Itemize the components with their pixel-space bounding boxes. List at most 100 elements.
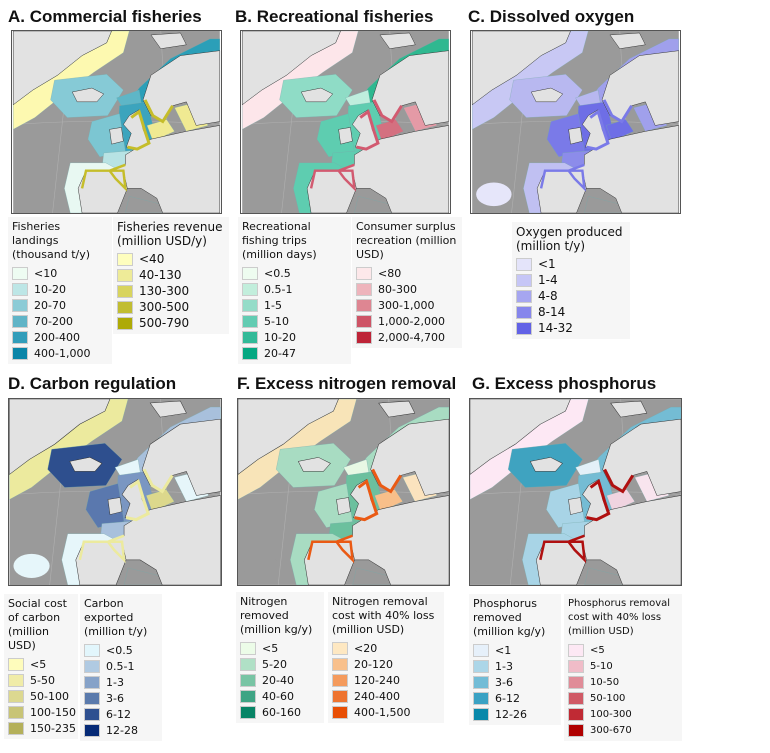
legend-item: <0.5	[84, 642, 158, 658]
legend-item: 1-3	[84, 674, 158, 690]
legend-oxygen-produced: Oxygen produced (million t/y) <1 1-4 4-8 8-1…	[512, 222, 630, 339]
land-7	[107, 497, 123, 515]
legend-carbon-exported: Carbon exported (million t/y) <0.5 0.5-1 1-…	[80, 594, 162, 741]
legend-item: 200-400	[12, 329, 108, 345]
legend-item: 20-47	[242, 345, 347, 361]
coastal-zone-norway	[142, 468, 174, 494]
legend-label: 40-130	[139, 268, 182, 282]
map-recreational-fisheries	[240, 30, 451, 214]
legend-item: 8-14	[516, 304, 626, 320]
legend-fisheries-revenue: Fisheries revenue (million USD/y) <40 40-1…	[113, 217, 229, 334]
legend-item: 70-200	[12, 313, 108, 329]
legend-swatch	[473, 691, 489, 705]
map-commercial-fisheries	[11, 30, 222, 214]
map-nitrogen-removal	[237, 398, 450, 586]
land-3	[142, 50, 221, 126]
legend-recreational-trips: Recreational fishing trips (million days…	[238, 217, 351, 364]
legend-swatch	[332, 705, 348, 719]
legend-title: Phosphorus removed (million kg/y)	[473, 597, 546, 638]
legend-fisheries-landings: Fisheries landings (thousand t/y) <10 10-2…	[8, 217, 112, 364]
land-3	[141, 418, 221, 496]
legend-title: Nitrogen removal cost with 40% loss (mil…	[332, 595, 435, 636]
legend-label: 10-20	[34, 282, 66, 296]
legend-title: Carbon exported (million t/y)	[84, 597, 148, 638]
legend-swatch	[84, 659, 100, 673]
legend-swatch	[242, 266, 258, 280]
legend-label: 100-150	[30, 705, 76, 719]
legend-label: 12-26	[495, 707, 527, 721]
legend-swatch	[356, 266, 372, 280]
legend-title: Fisheries landings (thousand t/y)	[12, 220, 91, 261]
legend-label: 1,000-2,000	[378, 314, 445, 328]
legend-swatch	[84, 723, 100, 737]
legend-label: 10-20	[264, 330, 296, 344]
legend-label: 70-200	[34, 314, 73, 328]
legend-item: 5-50	[8, 672, 74, 688]
land-7	[338, 127, 353, 145]
legend-item: 240-400	[332, 688, 440, 704]
legend-label: 0.5-1	[106, 659, 135, 673]
legend-label: 6-12	[106, 707, 131, 721]
land-0	[470, 399, 571, 475]
land-3	[602, 418, 681, 496]
legend-swatch	[12, 330, 28, 344]
legend-item: <1	[473, 642, 557, 658]
legend-swatch	[242, 346, 258, 360]
legend-label: 120-240	[354, 673, 400, 687]
legend-swatch	[240, 689, 256, 703]
legend-phosphorus-removed: Phosphorus removed (million kg/y) <1 1-3 3-…	[469, 594, 561, 725]
land-7	[568, 497, 583, 515]
land-1	[71, 87, 105, 103]
legend-item: <5	[8, 656, 74, 672]
legend-title: Consumer surplus recreation (million USD…	[356, 220, 457, 261]
coastal-zone-norway	[143, 99, 174, 124]
legend-item: 130-300	[117, 283, 225, 299]
legend-swatch	[84, 707, 100, 721]
panel-title-f: F. Excess nitrogen removal	[237, 374, 457, 393]
legend-item: 300-670	[568, 722, 678, 738]
legend-swatch	[516, 289, 532, 303]
legend-label: 300-500	[139, 300, 190, 314]
zone-azores	[474, 553, 511, 578]
legend-item: 1,000-2,000	[356, 313, 458, 329]
legend-item: 10-20	[12, 281, 108, 297]
legend-item: 1-5	[242, 297, 347, 313]
land-2	[149, 400, 187, 418]
legend-swatch	[117, 252, 133, 266]
legend-item: 100-150	[8, 704, 76, 720]
legend-label: <5	[30, 657, 47, 671]
legend-swatch	[240, 641, 256, 655]
legend-label: 60-160	[262, 705, 301, 719]
legend-swatch	[332, 657, 348, 671]
legend-label: 400-1,500	[354, 705, 411, 719]
legend-item: 20-120	[332, 656, 440, 672]
zone-azores	[246, 182, 282, 207]
land-0	[9, 399, 111, 475]
legend-label: 150-235	[30, 721, 76, 735]
legend-label: 20-40	[262, 673, 294, 687]
coastal-zone-continent	[307, 534, 355, 564]
coastal-zone-uk	[586, 109, 610, 151]
legend-swatch	[8, 705, 24, 719]
legend-swatch	[12, 266, 28, 280]
legend-label: 10-50	[590, 676, 620, 688]
legend-label: 1-3	[495, 659, 513, 673]
legend-item: 1-4	[516, 272, 626, 288]
legend-nitrogen-cost: Nitrogen removal cost with 40% loss (mil…	[328, 592, 444, 723]
coastal-zone-continent	[80, 163, 127, 192]
legend-item: 12-28	[84, 722, 158, 738]
legend-phosphorus-cost: Phosphorus removal cost with 40% loss (m…	[564, 594, 682, 741]
legend-nitrogen-removed: Nitrogen removed (million kg/y) <5 5-20 20-…	[236, 592, 324, 723]
legend-item: 100-300	[568, 706, 678, 722]
legend-item: 80-300	[356, 281, 458, 297]
land-0	[471, 31, 571, 106]
zone-azores	[476, 182, 512, 207]
legend-item: 5-10	[242, 313, 347, 329]
legend-label: 1-3	[106, 675, 124, 689]
legend-label: 1-4	[538, 273, 558, 287]
coastal-zone-uk	[354, 478, 379, 522]
legend-swatch	[242, 282, 258, 296]
coastal-zone-norway	[372, 99, 403, 124]
zone-azores	[242, 553, 279, 578]
legend-label: <0.5	[264, 266, 291, 280]
